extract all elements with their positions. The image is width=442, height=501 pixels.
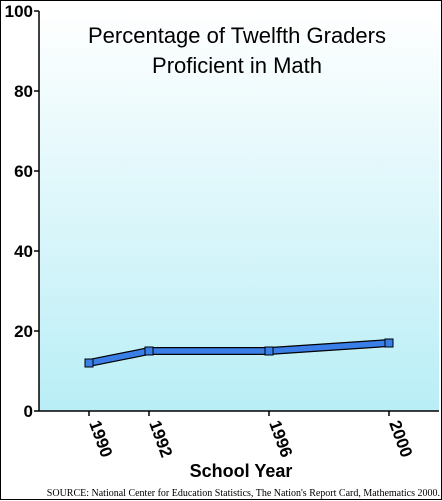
x-axis-label: School Year	[190, 461, 293, 481]
x-tick-label: 1990	[85, 418, 116, 460]
y-tick-label: 100	[5, 2, 33, 21]
x-tick-label: 1992	[145, 418, 176, 460]
y-tick-label: 20	[14, 322, 33, 341]
y-tick-label: 60	[14, 162, 33, 181]
x-tick-label: 2000	[385, 418, 416, 460]
x-tick-label: 1996	[265, 418, 296, 460]
chart-title-line-2: Proficient in Math	[152, 53, 322, 78]
y-tick-label: 0	[24, 402, 33, 421]
data-point	[264, 346, 274, 356]
y-tick-label: 80	[14, 82, 33, 101]
x-axis-ticks: 1990 1992 1996 2000	[85, 411, 416, 460]
data-point	[144, 346, 154, 356]
y-axis-ticks: 0 20 40 60 80 100	[5, 2, 39, 421]
data-point	[84, 358, 94, 368]
data-point	[384, 338, 394, 348]
source-note: SOURCE: National Center for Education St…	[47, 488, 440, 499]
series-layer	[84, 338, 394, 368]
y-tick-label: 40	[14, 242, 33, 261]
series-line	[88, 340, 390, 366]
chart-title-line-1: Percentage of Twelfth Graders	[88, 23, 386, 48]
